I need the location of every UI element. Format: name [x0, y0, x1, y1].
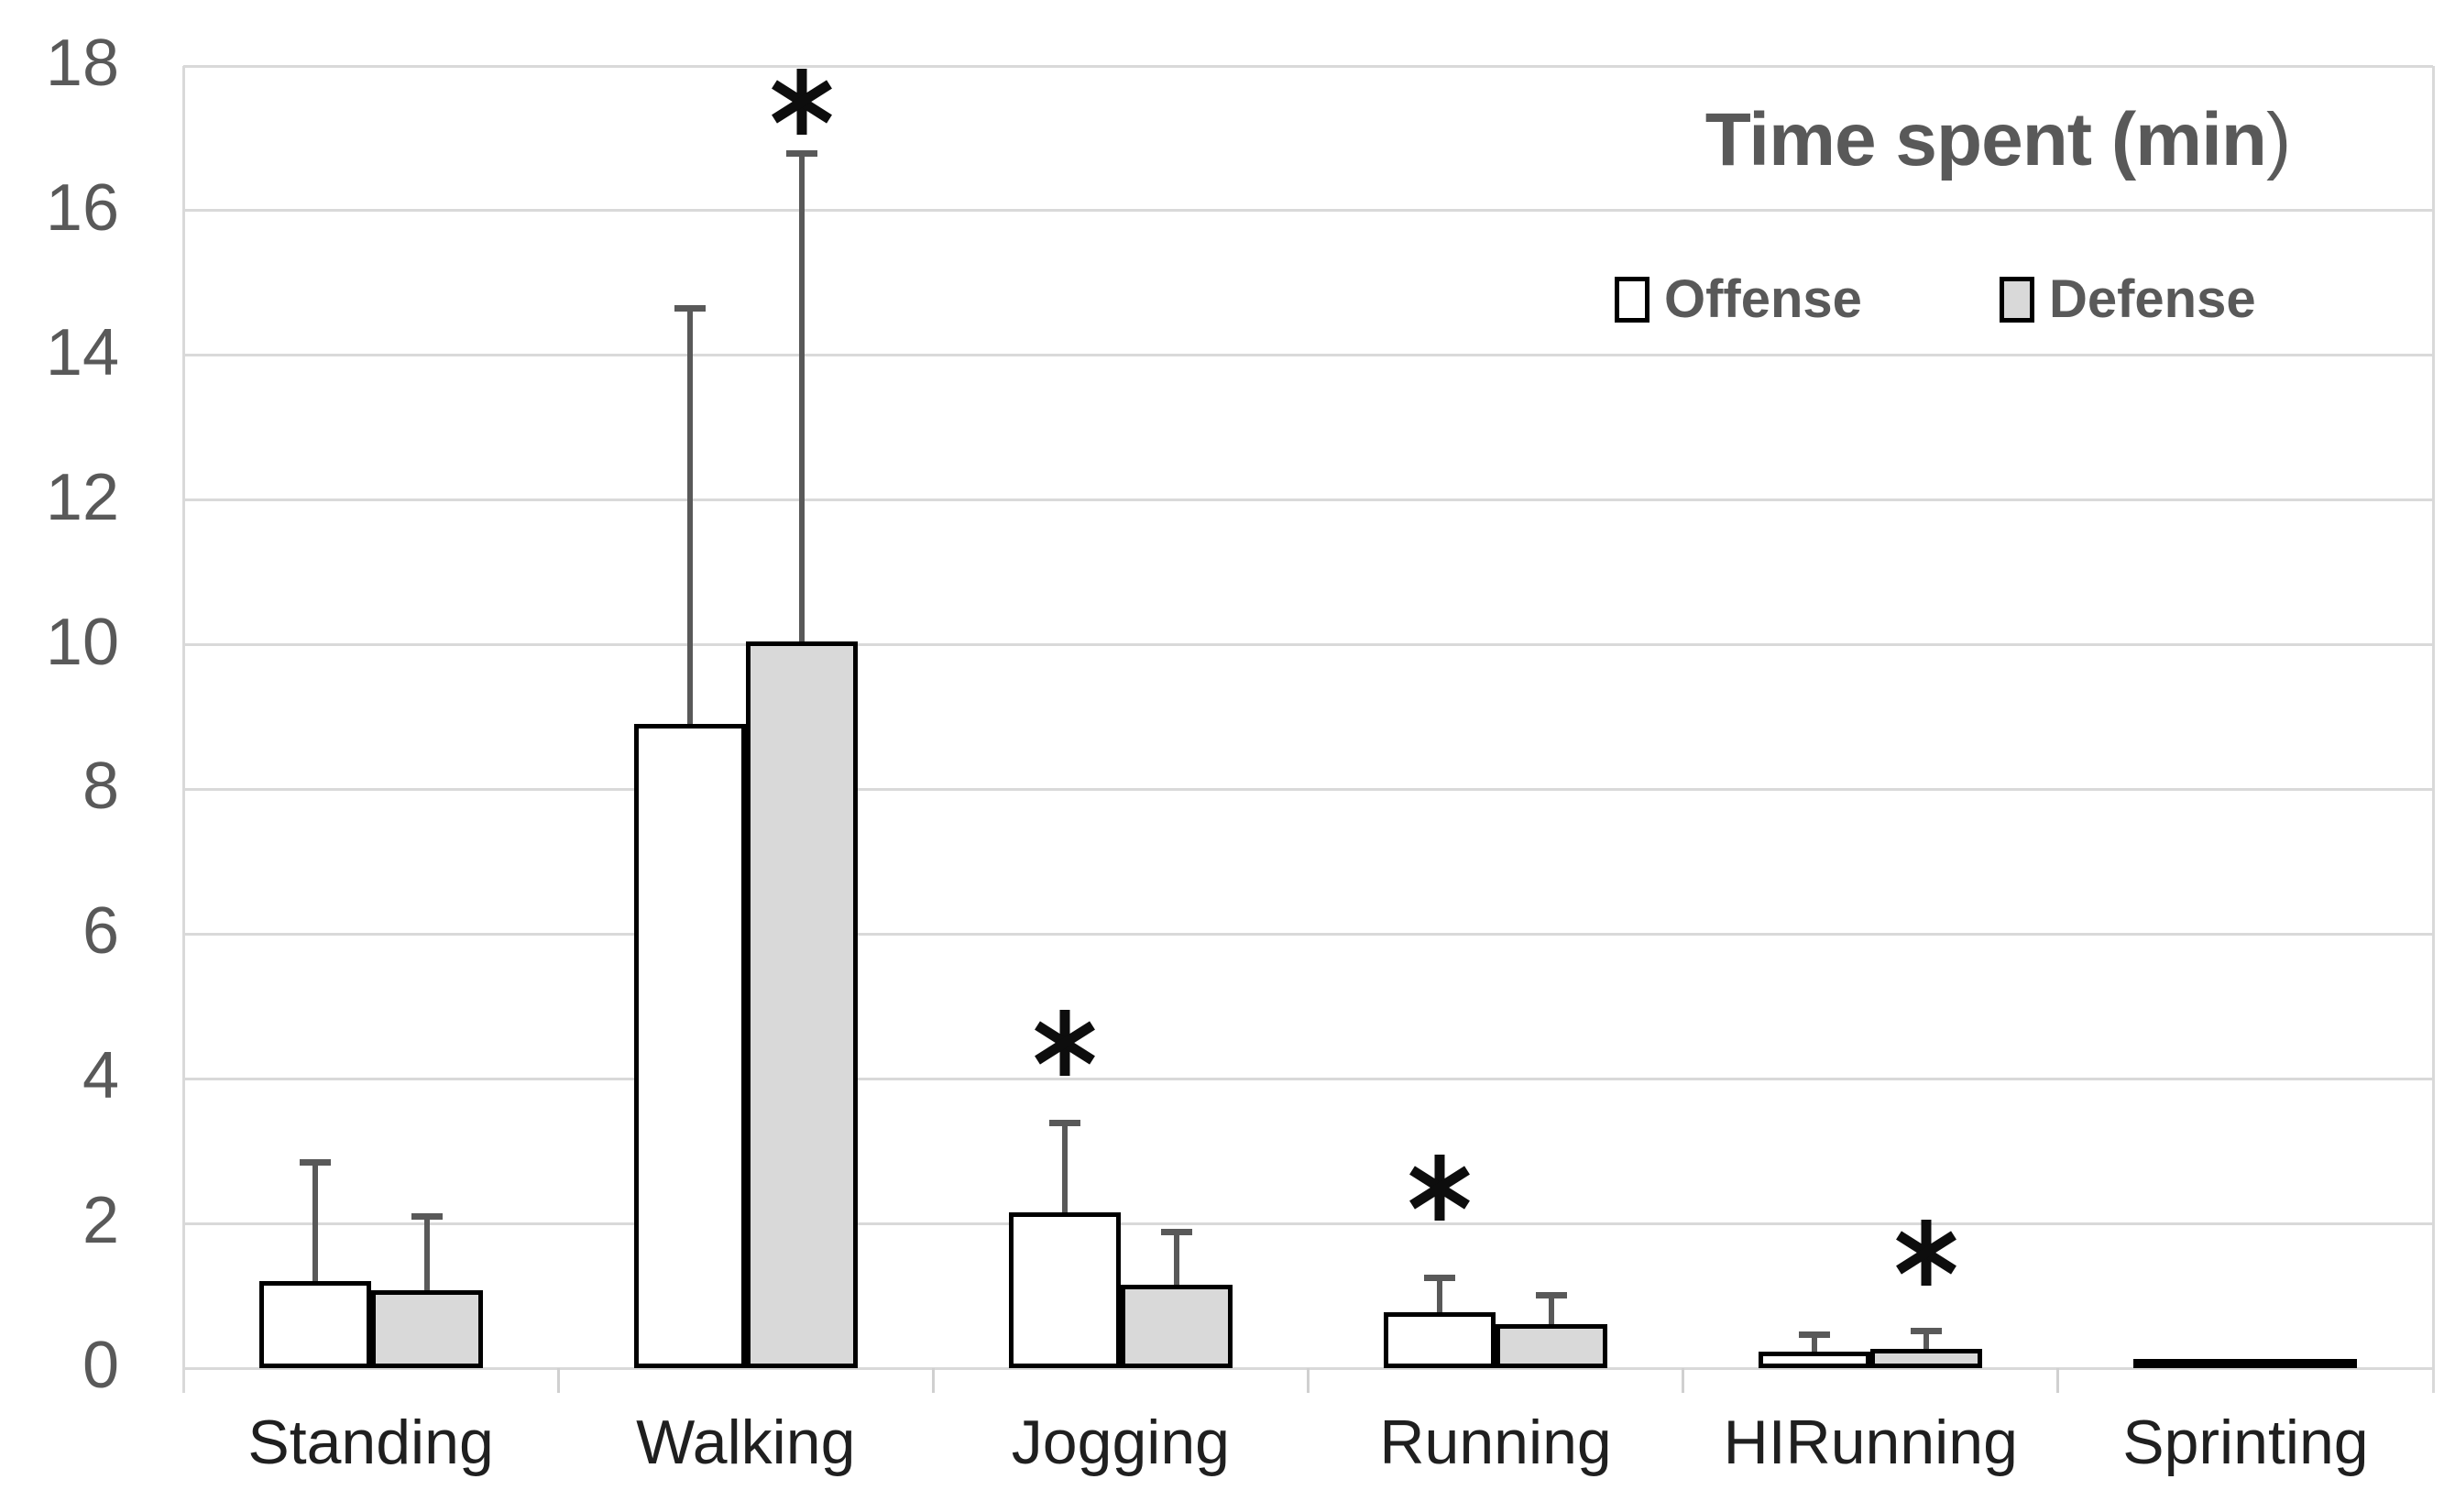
asterisk-icon	[1034, 1009, 1095, 1076]
gridline	[183, 499, 2433, 502]
offense-bar-running	[1384, 1312, 1496, 1368]
legend-item-offense: Offense	[1615, 273, 1862, 326]
y-axis-tick-label: 0	[82, 1329, 119, 1403]
y-axis-tick-label: 4	[82, 1039, 119, 1113]
defense-error-bar-cap	[1160, 1228, 1192, 1235]
y-axis-tick-label: 12	[45, 460, 119, 534]
y-axis-line	[181, 66, 185, 1393]
defense-error-bar-cap	[785, 149, 817, 157]
significance-asterisk	[1409, 1153, 1471, 1222]
gridline	[183, 64, 2433, 68]
offense-error-bar	[1061, 1122, 1068, 1221]
significance-asterisk	[1896, 1218, 1957, 1287]
defense-error-bar	[1549, 1295, 1555, 1331]
legend-label-offense: Offense	[1664, 269, 1862, 329]
y-axis-tick-label: 16	[45, 170, 119, 245]
gridline	[183, 643, 2433, 647]
offense-error-bar-cap	[1048, 1119, 1080, 1126]
offense-error-bar	[1812, 1333, 1818, 1359]
plot-area	[181, 64, 2435, 1393]
gridline	[183, 932, 2433, 936]
category-label: HIRunning	[1723, 1408, 2018, 1477]
defense-bar-running	[1496, 1323, 1608, 1368]
gridline	[183, 787, 2433, 791]
defense-legend-swatch-icon	[1999, 277, 2034, 323]
category-label: Jogging	[1011, 1408, 1231, 1477]
chart-title-text: Time spent (min	[1704, 98, 2267, 181]
gridline	[183, 354, 2433, 357]
significance-asterisk	[1034, 1008, 1095, 1078]
plot-right-border	[2431, 66, 2435, 1393]
legend-label-defense: Defense	[2048, 269, 2256, 329]
asterisk-icon	[1896, 1219, 1957, 1286]
y-axis-tick-label: 6	[82, 894, 119, 969]
x-axis-boundary-tick	[2056, 1368, 2060, 1393]
defense-bar-hirunning	[1870, 1348, 1983, 1368]
offense-error-bar	[686, 308, 693, 732]
defense-bar-standing	[370, 1289, 483, 1368]
chart-title: Time spent (min)	[1668, 103, 2328, 178]
x-axis-boundary-tick	[556, 1368, 560, 1393]
x-axis-boundary-tick	[1307, 1368, 1310, 1393]
category-label: Sprinting	[2122, 1408, 2369, 1477]
y-axis-tick-label: 10	[45, 605, 119, 679]
y-axis-tick-label: 2	[82, 1184, 119, 1258]
y-axis-tick-label: 8	[82, 750, 119, 824]
y-axis-tick-label: 14	[45, 315, 119, 389]
x-axis-boundary-tick	[1682, 1368, 1685, 1393]
gridline	[183, 1222, 2433, 1225]
category-label: Walking	[636, 1408, 856, 1477]
defense-error-bar-cap	[1536, 1292, 1568, 1299]
offense-error-bar-cap	[1799, 1331, 1831, 1338]
offense-error-bar-cap	[674, 305, 706, 312]
gridline	[183, 1077, 2433, 1080]
y-axis-tick-label: 18	[45, 27, 119, 101]
significance-asterisk	[771, 67, 832, 137]
x-axis-boundary-tick	[931, 1368, 935, 1393]
defense-error-bar	[1173, 1231, 1179, 1293]
offense-bar-jogging	[1008, 1212, 1121, 1368]
defense-error-bar	[423, 1216, 430, 1298]
offense-bar-sprinting	[2133, 1359, 2246, 1368]
offense-legend-swatch-icon	[1615, 277, 1649, 323]
offense-error-bar-cap	[1424, 1275, 1456, 1282]
chart-title-paren: )	[2265, 98, 2291, 181]
offense-error-bar-cap	[299, 1159, 331, 1167]
offense-error-bar	[1437, 1277, 1443, 1320]
legend-item-defense: Defense	[1999, 269, 2256, 329]
offense-error-bar	[312, 1162, 318, 1289]
defense-error-bar-cap	[411, 1213, 443, 1221]
defense-error-bar	[1923, 1330, 1930, 1356]
category-label: Running	[1379, 1408, 1612, 1477]
offense-bar-hirunning	[1759, 1351, 1871, 1368]
defense-error-bar-cap	[1911, 1327, 1943, 1334]
gridline	[183, 209, 2433, 213]
defense-bar-walking	[745, 641, 858, 1368]
defense-bar-sprinting	[2245, 1359, 2358, 1368]
offense-bar-standing	[258, 1281, 371, 1368]
asterisk-icon	[771, 69, 832, 136]
legend: Offense Defense	[1615, 273, 2256, 326]
offense-bar-walking	[633, 724, 746, 1368]
asterisk-icon	[1409, 1154, 1471, 1221]
defense-error-bar	[798, 152, 805, 649]
category-label: Standing	[247, 1408, 494, 1477]
defense-bar-jogging	[1120, 1285, 1233, 1368]
